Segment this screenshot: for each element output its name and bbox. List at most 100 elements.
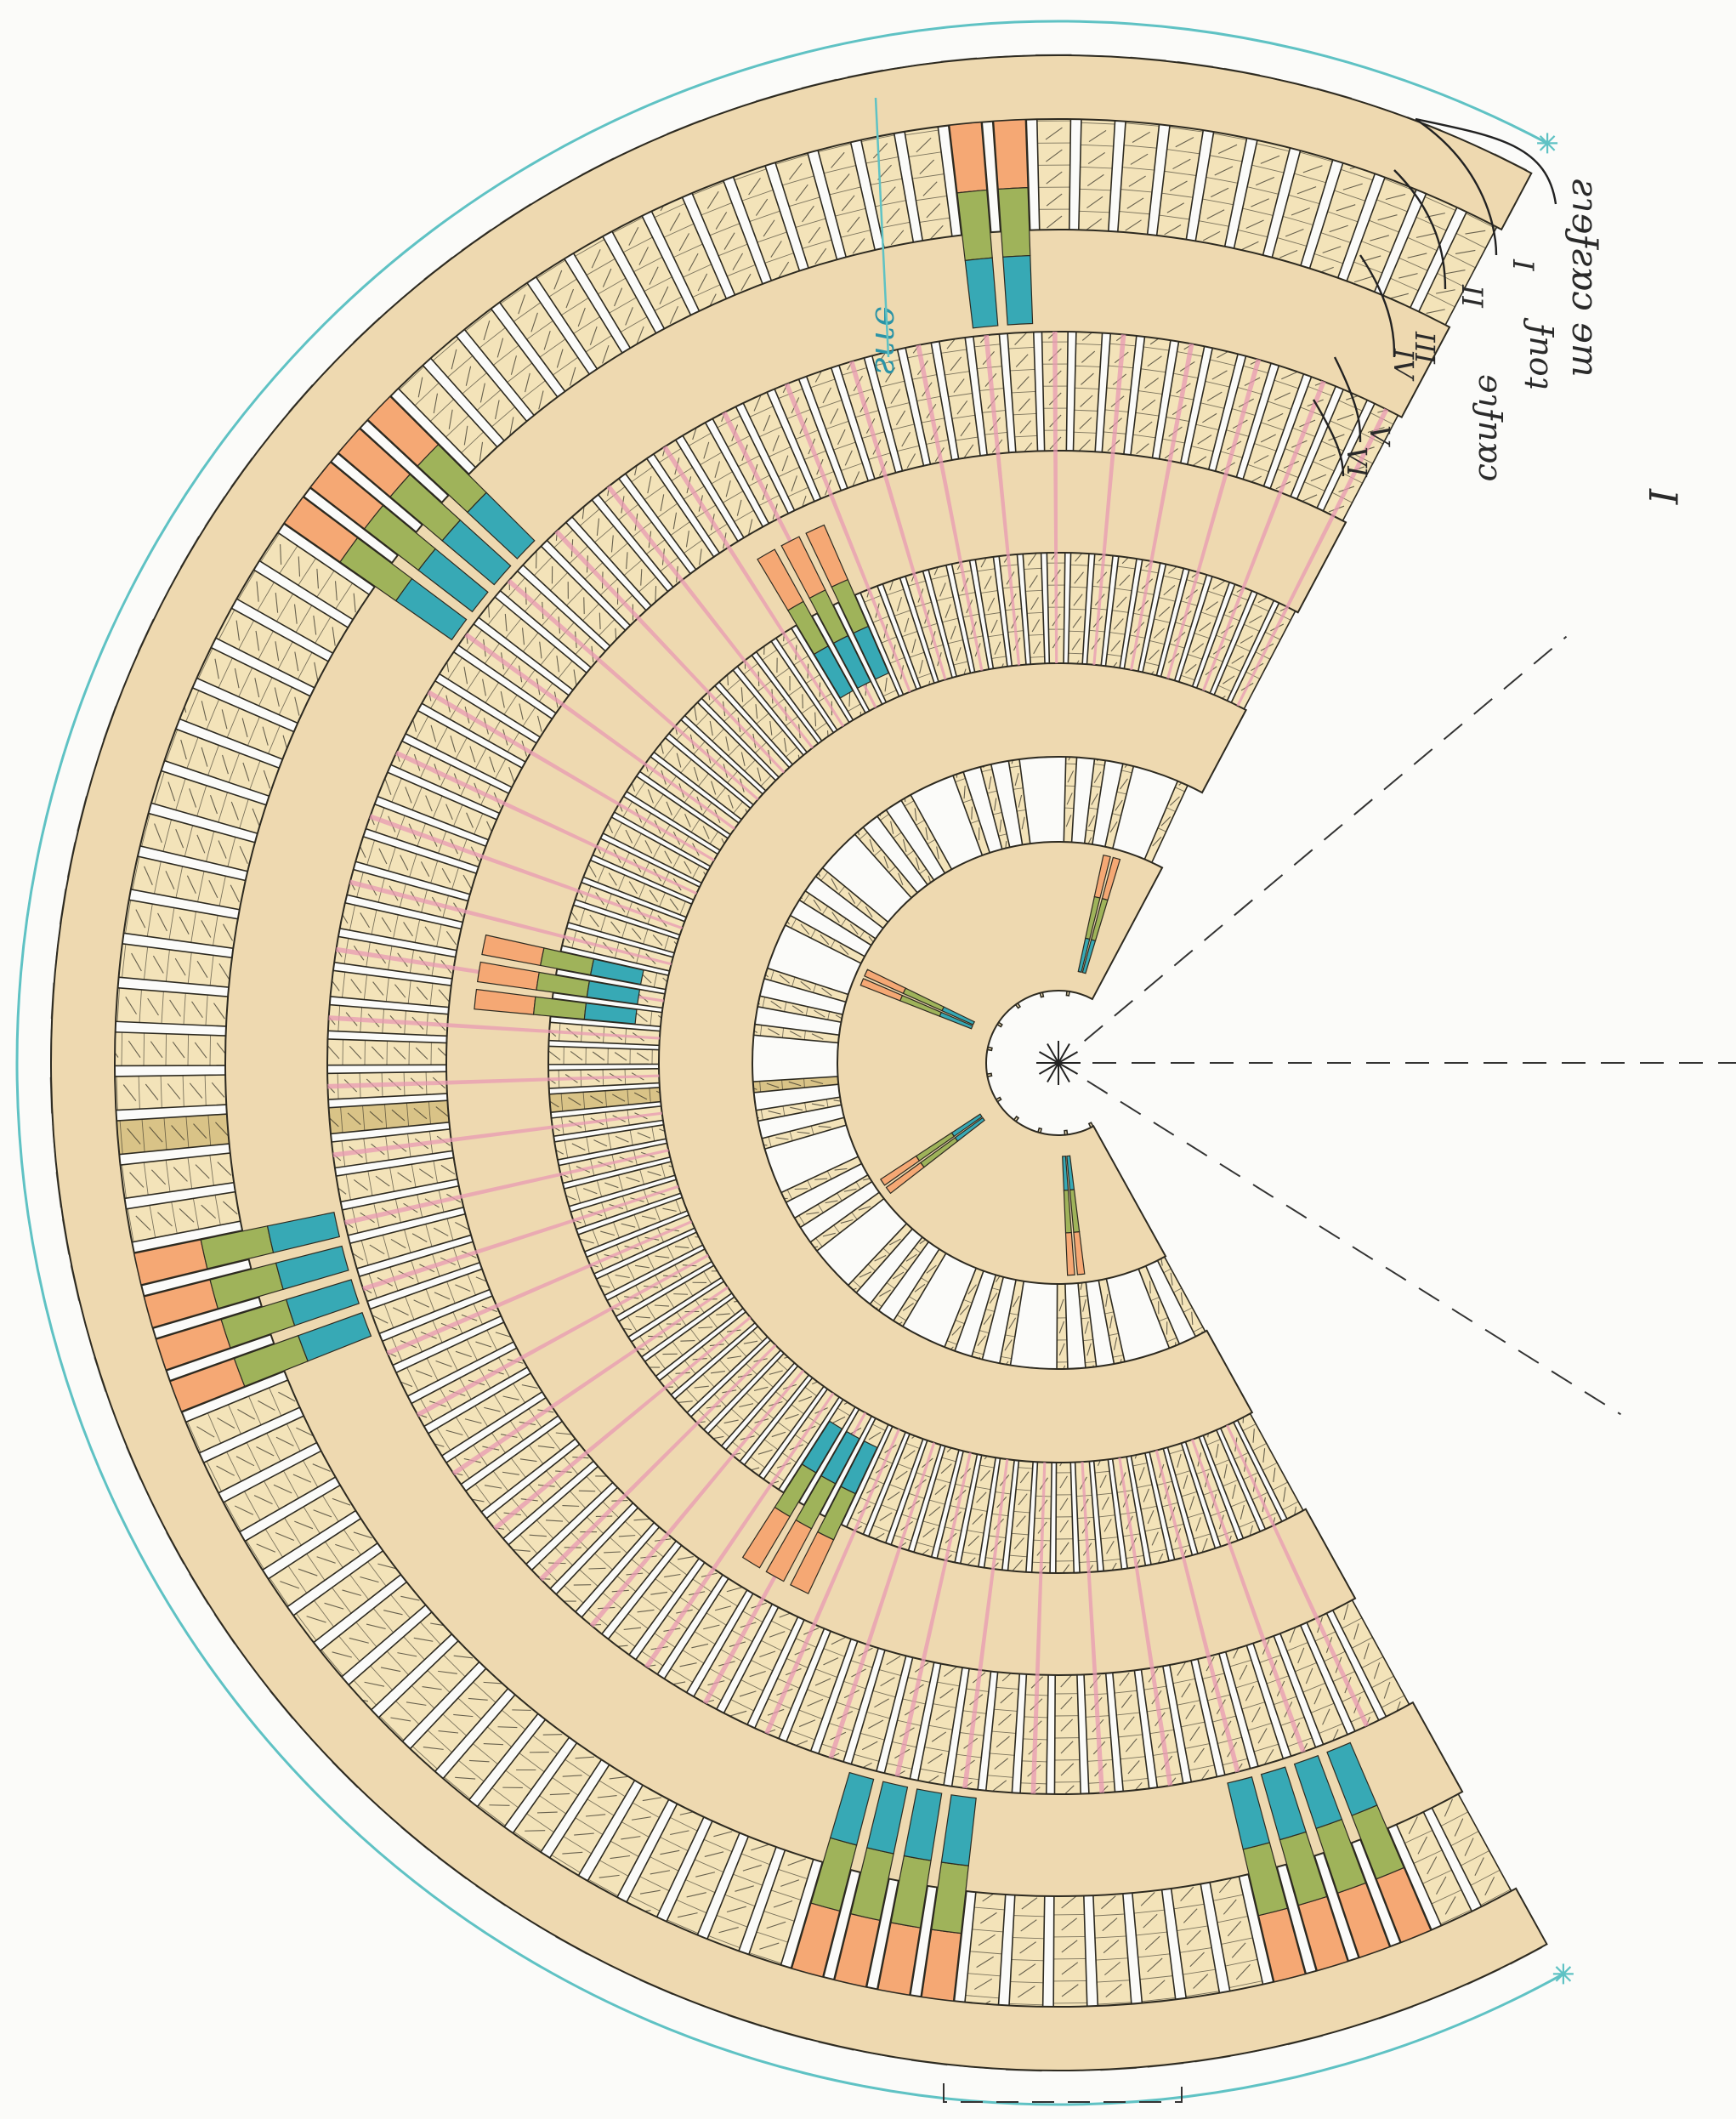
row-line: [1118, 1734, 1143, 1738]
row-line: [786, 747, 797, 758]
row-line: [651, 1126, 655, 1142]
stitch-mark: [994, 641, 1001, 656]
row-line: [740, 1853, 770, 1866]
stitch-mark: [679, 1662, 697, 1667]
row-line: [646, 1255, 655, 1270]
row-line: [612, 217, 644, 234]
row-line: [973, 1351, 984, 1355]
stitch-mark: [1177, 1453, 1182, 1469]
row-line: [758, 426, 782, 438]
stitch-mark: [1014, 773, 1019, 787]
stitch-mark: [989, 1292, 998, 1304]
row-line: [165, 1033, 167, 1066]
stitch-mark: [1072, 616, 1082, 628]
row-line: [623, 560, 643, 576]
stitch-mark: [647, 1171, 661, 1177]
stitch-mark: [788, 162, 803, 180]
stitch-mark: [604, 1551, 621, 1554]
row-line: [851, 1212, 858, 1220]
stitch-mark: [145, 1083, 159, 1100]
row-line: [119, 1120, 123, 1155]
stitch-mark: [275, 593, 279, 613]
row-line: [1181, 1491, 1198, 1497]
row-line: [1217, 1916, 1248, 1923]
stitch-mark: [831, 1636, 847, 1645]
row-line: [1221, 1937, 1253, 1945]
row-line: [759, 1081, 762, 1093]
row-line: [730, 1408, 745, 1421]
row-line: [414, 919, 421, 943]
stitch-mark: [830, 408, 839, 424]
stitch-mark: [999, 819, 1002, 832]
row-line: [213, 915, 218, 946]
row-line: [586, 258, 616, 276]
stitch-mark: [650, 1870, 671, 1875]
row-line: [505, 1770, 532, 1791]
row-line: [1252, 1443, 1267, 1451]
row-line: [762, 649, 778, 661]
row-line: [443, 1655, 466, 1678]
row-line: [447, 355, 474, 378]
stitch-mark: [298, 1568, 318, 1576]
row-line: [238, 668, 253, 697]
row-line: [386, 1650, 409, 1675]
row-line: [646, 1304, 656, 1321]
stitch-mark: [644, 840, 653, 854]
stitch-mark: [783, 737, 787, 753]
row-line: [479, 327, 506, 349]
row-line: [218, 876, 226, 906]
stitch-mark: [1060, 1696, 1073, 1710]
row-line: [675, 1199, 682, 1214]
row-line: [1228, 1980, 1262, 1989]
row-line: [1142, 1997, 1176, 2003]
row-line: [1242, 1423, 1257, 1432]
row-line: [770, 969, 774, 981]
row-line: [370, 1665, 393, 1690]
stitch-mark: [518, 294, 526, 315]
row-line: [1069, 630, 1085, 633]
row-line: [1181, 1721, 1206, 1728]
row-line: [833, 441, 856, 451]
stitch-mark: [418, 1168, 434, 1179]
stitch-mark: [353, 593, 356, 613]
stitch-mark: [555, 1432, 572, 1435]
stitch-mark: [669, 898, 679, 911]
row-line: [414, 382, 440, 406]
stitch-mark: [1144, 1935, 1160, 1951]
stitch-mark: [763, 219, 775, 237]
row-line: [604, 1090, 607, 1107]
row-line: [777, 1421, 791, 1433]
row-line: [447, 657, 462, 680]
row-line: [539, 1795, 567, 1815]
stitch-mark: [597, 1794, 617, 1798]
stitch-mark: [956, 647, 962, 662]
stitch-mark: [655, 1255, 670, 1258]
stitch-mark: [256, 1446, 275, 1457]
row-line: [723, 491, 744, 503]
row-line: [967, 1530, 984, 1534]
row-line: [1011, 391, 1036, 394]
stitch-mark: [628, 227, 639, 246]
row-line: [187, 1157, 193, 1189]
row-line: [969, 1951, 1002, 1955]
row-line: [1183, 1968, 1216, 1975]
row-line: [659, 892, 666, 907]
stitch-mark: [298, 556, 301, 577]
row-line: [1085, 1361, 1096, 1364]
stitch-mark: [634, 1264, 650, 1269]
row-line: [1014, 435, 1037, 438]
row-line: [798, 1215, 805, 1225]
row-line: [825, 1099, 829, 1108]
row-line: [653, 793, 664, 810]
row-line: [775, 154, 808, 165]
row-line: [718, 1594, 738, 1607]
row-line: [872, 1525, 890, 1532]
stitch-mark: [1474, 1857, 1484, 1876]
stitch-mark: [608, 872, 617, 886]
stitch-mark: [496, 338, 504, 358]
stitch-mark: [770, 1000, 782, 1009]
row-line: [670, 1668, 693, 1683]
row-line: [491, 1787, 519, 1809]
stitch-mark: [659, 286, 669, 304]
stitch-mark: [150, 1169, 167, 1185]
